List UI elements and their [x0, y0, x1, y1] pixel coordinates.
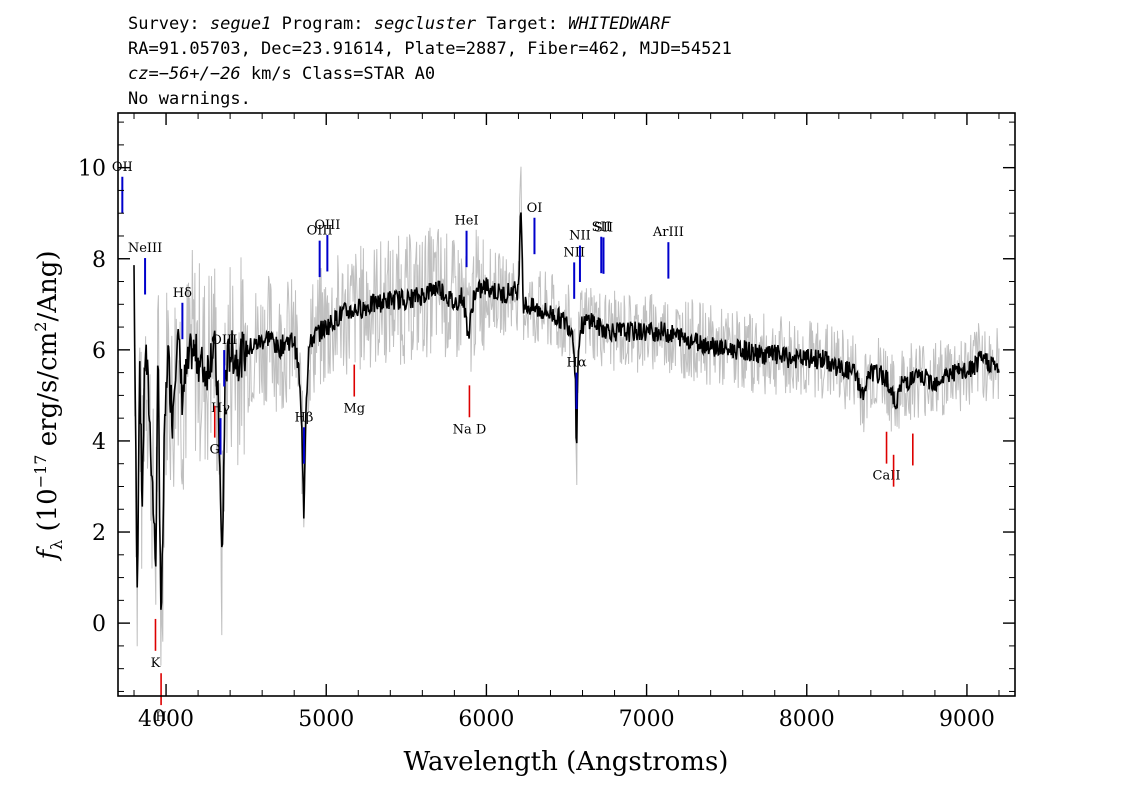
y-axis-label: fλ (10−17 erg/s/cm2/Ang)	[31, 250, 66, 561]
absorption-line-label: K	[151, 656, 161, 671]
emission-line-label: HeI	[454, 214, 478, 229]
absorption-line-label: G	[210, 443, 220, 458]
emission-line-label: OIII	[314, 218, 340, 233]
plot-frame	[117, 112, 1016, 697]
x-tick-label: 8000	[779, 707, 835, 732]
emission-line-label: OIII	[211, 333, 237, 348]
emission-line-label: SII	[592, 220, 611, 235]
x-tick-label: 4000	[138, 707, 194, 732]
emission-line-label: OIII	[307, 224, 333, 239]
emission-line-label: OI	[527, 201, 543, 216]
y-tick-label: 0	[92, 612, 106, 637]
x-tick-label: 7000	[619, 707, 675, 732]
data-layer	[133, 166, 1000, 666]
target-label: Target:	[486, 14, 558, 34]
x-tick-label: 6000	[458, 707, 514, 732]
emission-line-label: NII	[569, 229, 591, 244]
header-line-3: cz=−56+/−26 km/s Class=STAR A0	[128, 64, 435, 84]
x-axis-label: Wavelength (Angstroms)	[404, 747, 729, 777]
program-value: segcluster	[374, 14, 477, 34]
noise-band	[133, 166, 1000, 666]
program-label: Program:	[282, 14, 364, 34]
absorption-line-label: Na D	[453, 422, 487, 437]
axis-ticks: 4000 5000 6000 7000 8000 9000 0 2 4 6 8 10	[78, 113, 1015, 732]
target-value: WHITEDWARF	[568, 14, 671, 34]
emission-line-label: Hα	[567, 356, 587, 371]
emission-line-label: Hδ	[173, 286, 192, 301]
y-tick-label: 4	[92, 430, 106, 455]
survey-label: Survey:	[128, 14, 200, 34]
x-tick-label: 5000	[298, 707, 354, 732]
survey-value: segue1	[210, 14, 271, 34]
x-tick-label: 9000	[939, 707, 995, 732]
emission-line-label: NII	[563, 245, 585, 260]
flux-series-line	[133, 212, 1000, 610]
emission-line-label: ArIII	[652, 225, 684, 240]
emission-line-label: NeIII	[128, 241, 162, 256]
emission-line-label: Hβ	[295, 410, 314, 425]
absorption-line-label: CaII	[873, 469, 901, 484]
header-line-1: Survey: segue1 Program: segcluster Targe…	[128, 14, 671, 34]
absorption-line-label: H	[155, 710, 166, 725]
redshift-value: cz=−56+/−26	[128, 64, 241, 84]
y-tick-label: 2	[92, 521, 106, 546]
emission-line-label: Hγ	[211, 401, 230, 416]
class-text: km/s Class=STAR A0	[241, 64, 435, 84]
absorption-line-label: Mg	[343, 402, 365, 417]
header-line-4: No warnings.	[128, 89, 251, 109]
header-line-2: RA=91.05703, Dec=23.91614, Plate=2887, F…	[128, 39, 732, 59]
y-tick-label: 8	[92, 248, 106, 273]
emission-line-label: SII	[594, 220, 613, 235]
y-tick-label: 6	[92, 339, 106, 364]
y-tick-label: 10	[78, 157, 106, 182]
